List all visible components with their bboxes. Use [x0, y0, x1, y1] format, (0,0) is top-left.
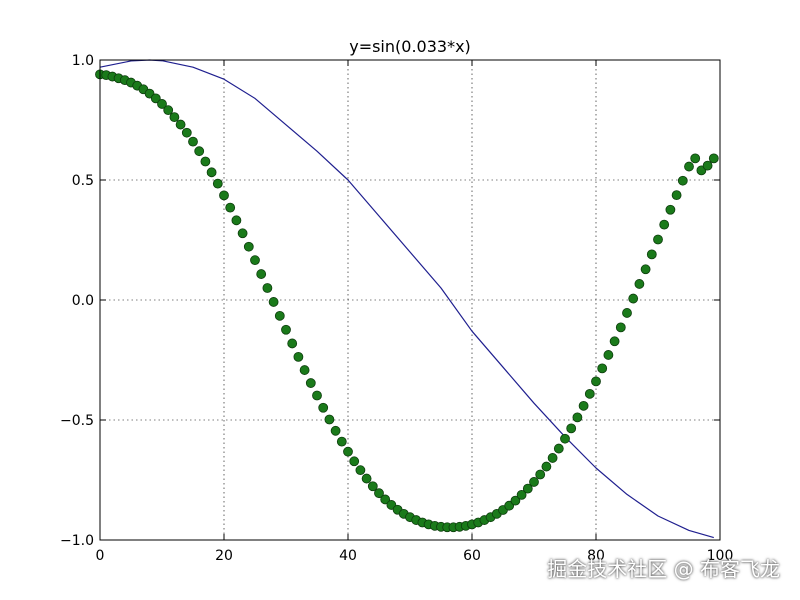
data-point	[250, 255, 260, 266]
grid-layer	[100, 60, 720, 540]
data-point	[665, 204, 676, 215]
data-point	[324, 414, 335, 425]
x-tick-label: 20	[215, 548, 233, 564]
data-point	[243, 241, 254, 252]
x-tick-label: 0	[96, 548, 105, 564]
data-point	[268, 297, 279, 307]
data-point	[336, 436, 347, 447]
y-tick-label: 0.5	[72, 173, 94, 189]
data-point	[355, 465, 366, 476]
data-point	[708, 153, 719, 164]
data-point	[206, 167, 217, 178]
data-point	[659, 219, 670, 230]
x-tick-label: 100	[707, 548, 734, 564]
data-point	[299, 365, 310, 375]
data-point	[591, 376, 601, 387]
data-point	[374, 488, 384, 499]
data-point	[646, 249, 657, 260]
series-layer	[95, 59, 719, 539]
y-tick-label: −0.5	[60, 413, 94, 429]
y-tick-label: 1.0	[72, 53, 94, 69]
data-point	[522, 483, 533, 494]
data-point	[367, 481, 378, 492]
data-point	[225, 202, 236, 213]
data-point	[609, 336, 620, 347]
x-tick-label: 60	[463, 548, 481, 564]
data-point	[535, 469, 546, 480]
data-point	[516, 489, 527, 500]
data-point	[634, 279, 645, 289]
data-point	[150, 93, 161, 104]
data-point	[640, 264, 651, 275]
data-point	[529, 477, 539, 487]
data-point	[603, 350, 614, 360]
data-point	[169, 112, 180, 123]
data-point	[287, 338, 298, 349]
data-point	[181, 127, 192, 138]
data-point	[361, 473, 372, 484]
data-point	[200, 156, 211, 167]
data-point	[684, 161, 694, 172]
data-point	[553, 443, 564, 454]
data-point	[175, 119, 186, 130]
data-point	[671, 190, 682, 201]
data-point	[318, 402, 329, 413]
tick-layer: 0 20 40 60 80 100 1.0 0.5 0.0 −0.5 −1.0	[60, 53, 733, 564]
data-point	[572, 412, 583, 423]
data-point	[194, 146, 205, 157]
data-point	[312, 390, 322, 401]
data-point	[578, 400, 589, 411]
x-tick-label: 80	[587, 548, 605, 564]
data-point	[330, 425, 341, 436]
data-point	[615, 322, 626, 333]
data-point	[274, 310, 285, 321]
data-point	[349, 456, 360, 467]
x-tick-label: 40	[339, 548, 357, 564]
y-tick-label: −1.0	[60, 533, 94, 549]
series-line-0	[99, 59, 714, 539]
data-point	[510, 495, 521, 506]
data-point	[281, 324, 291, 335]
data-point	[584, 388, 595, 399]
data-point	[380, 494, 391, 505]
data-point	[293, 351, 304, 362]
data-point	[547, 453, 558, 463]
data-point	[541, 461, 552, 472]
chart-title: y=sin(0.033*x)	[349, 37, 471, 56]
data-point	[628, 293, 639, 304]
data-point	[653, 234, 663, 245]
data-point	[622, 308, 632, 318]
data-point	[163, 105, 174, 116]
data-point	[188, 136, 198, 147]
y-tick-label: 0.0	[72, 293, 94, 309]
data-point	[677, 175, 688, 186]
watermark: 掘金技术社区 @ 布客飞龙	[547, 557, 780, 581]
data-point	[262, 283, 273, 293]
data-point	[560, 433, 570, 444]
data-point	[237, 228, 248, 239]
data-point	[702, 160, 713, 171]
data-point	[212, 178, 223, 189]
data-point	[597, 363, 608, 374]
data-point	[231, 215, 242, 226]
data-point	[305, 378, 316, 388]
data-point	[343, 446, 353, 457]
data-point	[157, 99, 167, 109]
data-point	[690, 153, 701, 164]
data-point	[256, 269, 267, 279]
data-point	[566, 423, 577, 434]
data-point	[219, 190, 229, 201]
